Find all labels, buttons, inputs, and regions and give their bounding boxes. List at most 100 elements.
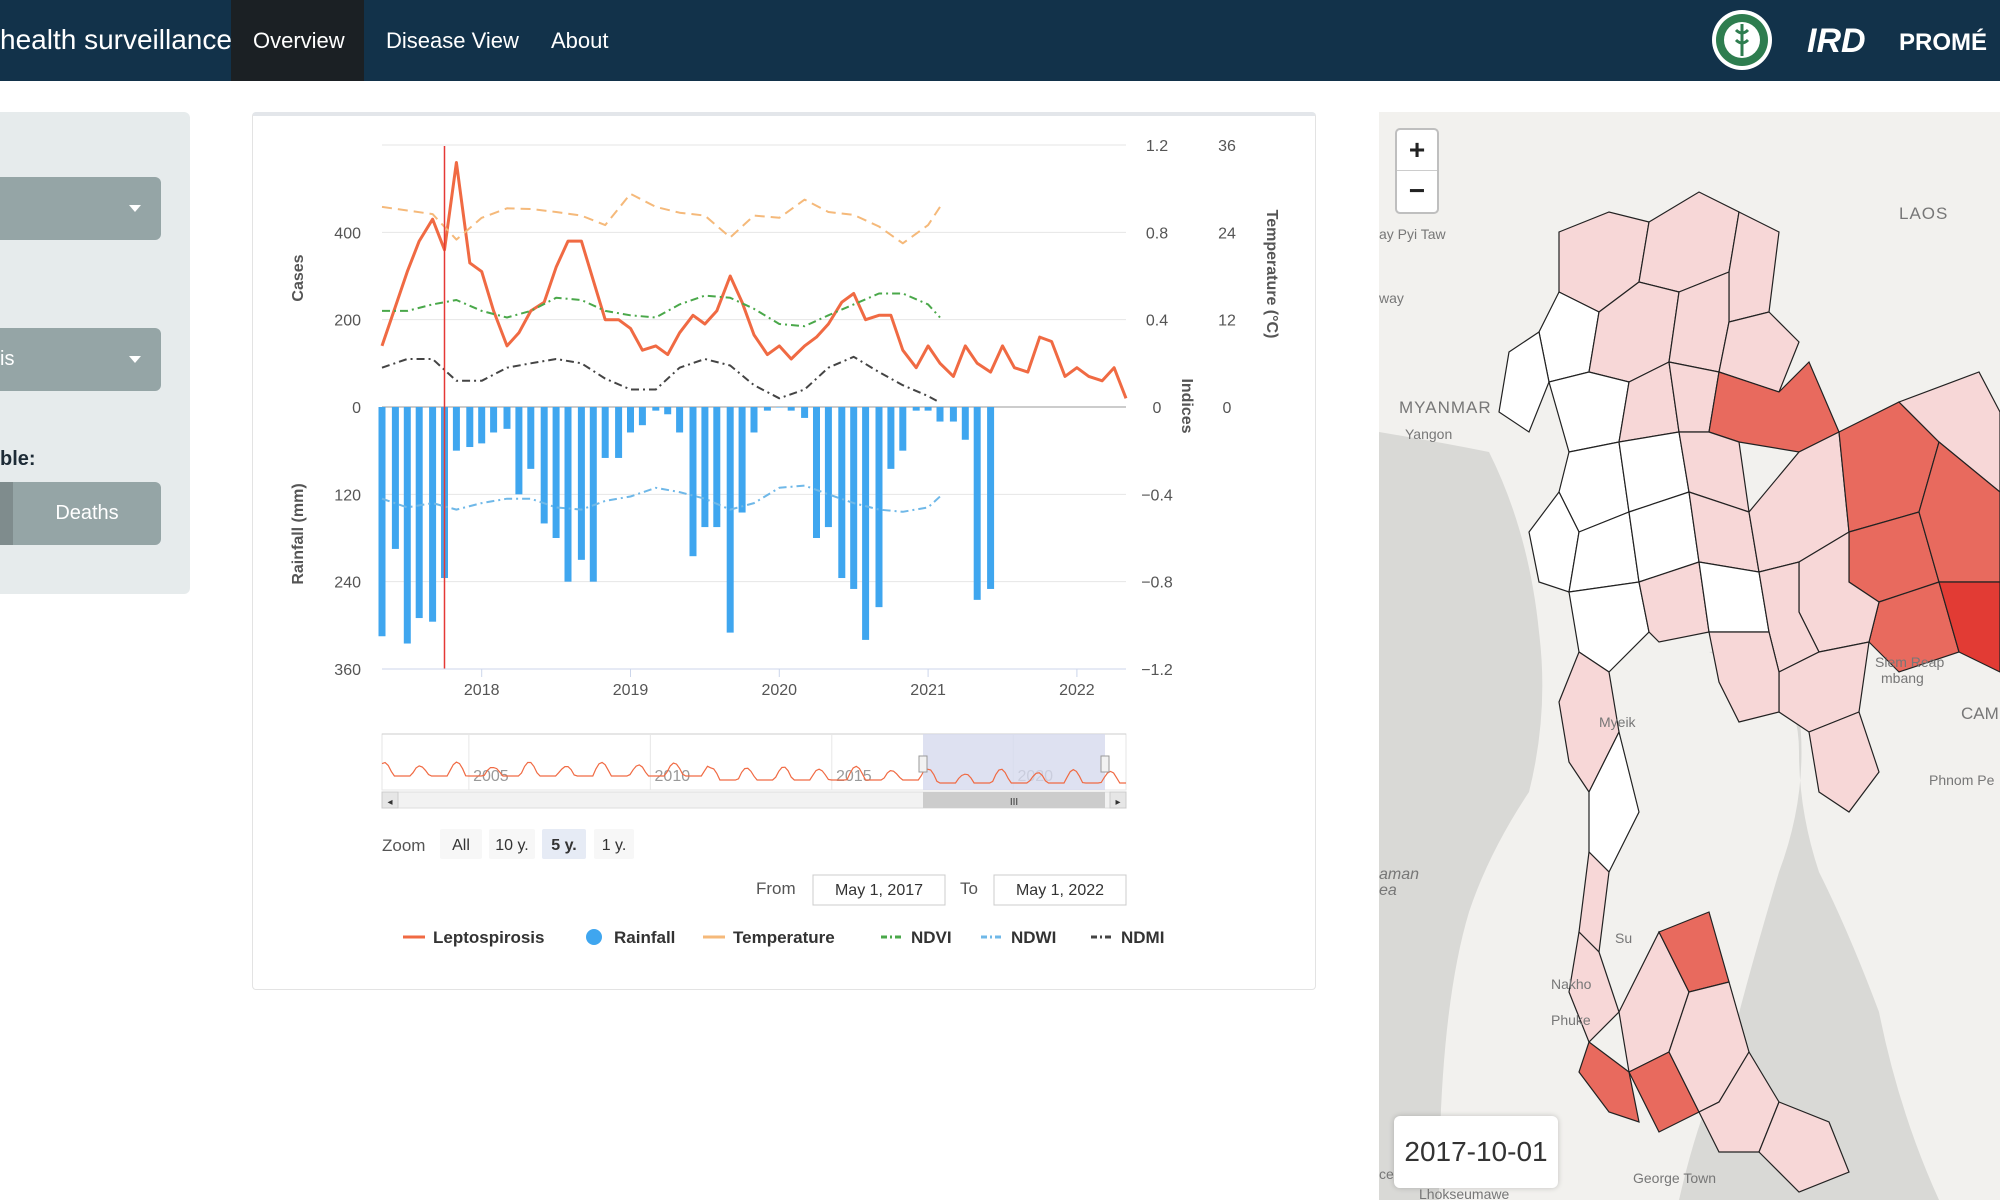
rainfall-bar[interactable] [912, 407, 920, 411]
scroll-right-button[interactable] [1109, 791, 1127, 809]
rainfall-bar[interactable] [415, 407, 423, 619]
series-line-temperature[interactable] [381, 192, 941, 245]
legend-item-ndwi[interactable]: NDWI [1011, 928, 1056, 947]
rainfall-bar[interactable] [738, 407, 746, 513]
rainfall-bar[interactable] [801, 407, 809, 418]
zoom-button-5y[interactable] [542, 829, 586, 859]
choropleth-map[interactable] [1379, 112, 2000, 1200]
series-line-leptospirosis[interactable] [380, 161, 1128, 399]
province-shape[interactable] [1758, 1101, 1850, 1193]
rainfall-bar[interactable] [615, 407, 623, 458]
province-shape[interactable] [1708, 631, 1780, 723]
rainfall-bar[interactable] [527, 407, 535, 469]
province-shape[interactable] [1498, 331, 1550, 433]
rainfall-bar[interactable] [689, 407, 697, 557]
province-shape[interactable] [1588, 730, 1640, 874]
legend-item-temperature[interactable]: Temperature [733, 928, 835, 947]
rainfall-bar[interactable] [652, 407, 660, 411]
rainfall-bar[interactable] [701, 407, 709, 528]
rainfall-bar[interactable] [429, 407, 437, 622]
province-shape[interactable] [1568, 930, 1620, 1044]
navigator-scrollbar-thumb[interactable] [923, 792, 1105, 808]
rainfall-bar[interactable] [552, 407, 560, 538]
rainfall-bar[interactable] [824, 407, 832, 528]
zoom-button-All[interactable] [440, 829, 482, 859]
navigator-right-handle[interactable] [1100, 755, 1110, 773]
rainfall-bar[interactable] [403, 407, 411, 644]
rainfall-bar[interactable] [713, 407, 721, 528]
rainfall-bar[interactable] [577, 407, 585, 560]
rainfall-bar[interactable] [676, 407, 684, 433]
province-shape[interactable] [1808, 711, 1880, 813]
rainfall-bar[interactable] [664, 407, 672, 415]
rainfall-bar[interactable] [838, 407, 846, 579]
rainfall-bar[interactable] [378, 407, 386, 637]
rainfall-bar[interactable] [787, 407, 795, 411]
rainfall-bar[interactable] [875, 407, 883, 608]
rainfall-bar[interactable] [775, 407, 783, 408]
rainfall-bar[interactable] [726, 407, 734, 633]
legend-item-leptospirosis[interactable]: Leptospirosis [433, 928, 544, 947]
rainfall-bar[interactable] [490, 407, 498, 433]
province-shape[interactable] [1528, 490, 1580, 593]
series-line-ndwi[interactable] [381, 484, 941, 513]
rainfall-bar[interactable] [887, 407, 895, 469]
select-dropdown-1[interactable] [0, 177, 161, 240]
province-shape[interactable] [1897, 371, 2000, 493]
ministry-of-public-health-logo [1712, 10, 1772, 70]
rainfall-bar[interactable] [750, 407, 758, 433]
rainfall-bar[interactable] [564, 407, 572, 582]
rainfall-bar[interactable] [924, 407, 932, 411]
rainfall-bar[interactable] [626, 407, 634, 433]
toggle-deaths-button[interactable]: Deaths [13, 482, 161, 545]
tab-disease-view[interactable]: Disease View [386, 28, 519, 53]
rainfall-bar[interactable] [973, 407, 981, 600]
series-line-ndmi[interactable] [381, 355, 941, 404]
province-shape[interactable] [1568, 581, 1650, 673]
zoom-button-10y[interactable] [489, 829, 535, 859]
rainfall-bar[interactable] [638, 407, 646, 426]
tab-overview[interactable]: Overview [231, 0, 364, 81]
navigator-selection-mask[interactable] [923, 734, 1105, 790]
rainfall-bar[interactable] [949, 407, 957, 422]
province-shape[interactable] [1938, 581, 2000, 673]
app-brand[interactable]: health surveillance [0, 24, 232, 55]
rainfall-bar[interactable] [850, 407, 858, 589]
toggle-cases-button[interactable] [0, 482, 13, 545]
zoom-in-button[interactable]: + [1397, 130, 1437, 171]
map-panel[interactable]: + − ay Pyi Taw way MYANMAR Yangon LAOS S… [1379, 112, 2000, 1200]
rainfall-bar[interactable] [589, 407, 597, 582]
rainfall-bar[interactable] [503, 407, 511, 429]
rainfall-bar[interactable] [763, 407, 771, 411]
tab-about[interactable]: About [551, 28, 609, 53]
from-date-input[interactable] [812, 874, 946, 906]
rainfall-bar[interactable] [391, 407, 399, 549]
rainfall-bar[interactable] [452, 407, 460, 451]
rainfall-bar[interactable] [601, 407, 609, 458]
zoom-button-1y[interactable] [594, 829, 634, 859]
navigator[interactable]: 2005201020152020 III ◂ ▸ [381, 733, 1127, 809]
province-shape[interactable] [1918, 440, 2000, 583]
province-shape[interactable] [1578, 1041, 1640, 1123]
select-dropdown-disease[interactable]: is [0, 328, 161, 391]
rainfall-bar[interactable] [478, 407, 486, 444]
rainfall-bar[interactable] [862, 407, 870, 640]
rainfall-bar[interactable] [466, 407, 474, 448]
to-date-input[interactable] [993, 874, 1127, 906]
rainfall-bar[interactable] [812, 407, 820, 538]
legend-item-ndmi[interactable]: NDMI [1121, 928, 1164, 947]
rainfall-bar[interactable] [987, 407, 995, 589]
rainfall-bar[interactable] [961, 407, 969, 440]
province-shape[interactable] [1718, 311, 1800, 393]
province-shape[interactable] [1678, 431, 1750, 513]
rainfall-bar[interactable] [899, 407, 907, 451]
rainfall-bar[interactable] [936, 407, 944, 422]
province-shape[interactable] [1638, 561, 1710, 643]
zoom-out-button[interactable]: − [1408, 175, 1426, 206]
scroll-left-button[interactable] [381, 791, 399, 809]
rainfall-bar[interactable] [540, 407, 548, 524]
legend-item-ndvi[interactable]: NDVI [911, 928, 952, 947]
legend-item-rainfall[interactable]: Rainfall [614, 928, 675, 947]
navigator-left-handle[interactable] [918, 755, 928, 773]
rainfall-bar[interactable] [515, 407, 523, 495]
